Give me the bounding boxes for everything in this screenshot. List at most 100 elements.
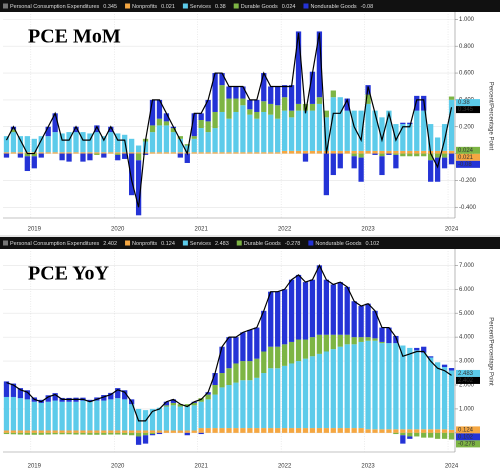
bar-segment bbox=[365, 429, 371, 433]
y-tick-label: 0.800 bbox=[459, 44, 475, 50]
bar-segment bbox=[226, 368, 232, 385]
bar-segment bbox=[428, 160, 434, 182]
bar-segment bbox=[87, 399, 93, 402]
bar-segment bbox=[372, 310, 378, 339]
bar-segment bbox=[80, 400, 86, 431]
bar-segment bbox=[156, 99, 163, 119]
bar-segment bbox=[233, 98, 239, 112]
bar-segment bbox=[247, 380, 253, 429]
bar-segment bbox=[142, 430, 149, 433]
bar-segment bbox=[52, 400, 58, 431]
bar-segment bbox=[142, 153, 149, 155]
bar-segment bbox=[428, 357, 434, 430]
bar-segment bbox=[198, 401, 204, 429]
bar-segment bbox=[66, 432, 72, 435]
legend-swatch bbox=[3, 3, 8, 9]
bar-segment bbox=[386, 429, 392, 433]
bar-segment bbox=[163, 125, 170, 153]
bar-segment bbox=[10, 126, 17, 130]
bar-segment bbox=[3, 136, 10, 153]
bar-segment bbox=[288, 85, 295, 111]
bar-segment bbox=[351, 428, 357, 433]
bar-segment bbox=[358, 150, 364, 154]
bar-segment bbox=[344, 150, 350, 154]
bar-segment bbox=[379, 156, 385, 176]
bar-segment bbox=[108, 392, 114, 400]
bar-segment bbox=[434, 362, 441, 430]
bar-segment bbox=[302, 339, 309, 359]
bar-segment bbox=[379, 327, 385, 342]
bar-segment bbox=[281, 344, 288, 366]
bar-segment bbox=[448, 370, 455, 430]
bar-segment bbox=[115, 133, 121, 153]
value-tag-bg bbox=[456, 160, 480, 168]
bar-segment bbox=[191, 405, 197, 431]
bar-segment bbox=[351, 301, 357, 338]
bar-segment bbox=[149, 125, 156, 133]
bar-segment bbox=[379, 429, 385, 433]
bar-segment bbox=[421, 346, 427, 353]
bar-segment bbox=[261, 101, 267, 112]
bar-segment bbox=[38, 152, 44, 154]
bar-segment bbox=[323, 117, 329, 151]
bar-segment bbox=[316, 103, 323, 151]
bar-segment bbox=[122, 390, 128, 400]
bar-segment bbox=[428, 153, 434, 161]
bar-segment bbox=[59, 430, 65, 433]
bar-segment bbox=[337, 153, 343, 169]
bar-segment bbox=[24, 430, 30, 433]
bar-segment bbox=[233, 152, 239, 154]
bar-segment bbox=[434, 153, 441, 158]
bar-segment bbox=[149, 432, 156, 435]
bar-segment bbox=[261, 111, 267, 153]
chart-title: PCE MoM bbox=[28, 26, 121, 48]
bar-segment bbox=[247, 109, 253, 115]
bar-segment bbox=[24, 399, 30, 431]
bar-segment bbox=[191, 113, 197, 137]
bar-segment bbox=[268, 103, 274, 115]
bar-segment bbox=[330, 284, 336, 335]
bar-segment bbox=[275, 291, 281, 347]
bar-segment bbox=[17, 152, 24, 154]
bar-segment bbox=[281, 289, 288, 345]
bar-segment bbox=[94, 430, 100, 433]
bar-segment bbox=[233, 337, 239, 364]
bar-segment bbox=[247, 99, 253, 110]
bar-segment bbox=[94, 432, 100, 435]
bar-segment bbox=[268, 291, 274, 347]
bar-segment bbox=[149, 430, 156, 433]
bar-segment bbox=[302, 150, 309, 154]
bar-segment bbox=[407, 153, 413, 157]
bar-segment bbox=[184, 153, 190, 163]
bar-segment bbox=[156, 407, 163, 431]
bar-segment bbox=[400, 429, 406, 433]
bar-segment bbox=[115, 432, 121, 435]
bar-segment bbox=[17, 153, 24, 158]
bar-segment bbox=[386, 150, 392, 154]
bar-segment bbox=[108, 132, 114, 153]
bar-segment bbox=[101, 395, 107, 401]
y-axis-label: Percent/Percentage Point bbox=[487, 82, 493, 151]
bar-segment bbox=[240, 152, 246, 154]
bar-segment bbox=[87, 152, 93, 154]
bar-segment bbox=[400, 435, 406, 444]
bar-segment bbox=[31, 156, 37, 169]
bar-segment bbox=[358, 110, 364, 151]
bar-segment bbox=[191, 430, 197, 433]
bar-segment bbox=[400, 153, 406, 157]
bar-segment bbox=[448, 150, 455, 154]
bar-segment bbox=[149, 152, 156, 154]
bar-segment bbox=[441, 429, 448, 433]
bar-segment bbox=[261, 373, 267, 429]
bar-segment bbox=[316, 31, 323, 98]
bar-segment bbox=[434, 157, 441, 182]
legend-label: Personal Consumption Expenditures bbox=[10, 241, 100, 247]
bar-segment bbox=[52, 132, 58, 153]
bar-segment bbox=[87, 133, 93, 153]
bar-segment bbox=[365, 150, 371, 154]
bar-segment bbox=[108, 152, 114, 154]
bar-segment bbox=[330, 150, 336, 154]
legend-value: 2.402 bbox=[103, 241, 117, 247]
bar-segment bbox=[407, 122, 413, 125]
